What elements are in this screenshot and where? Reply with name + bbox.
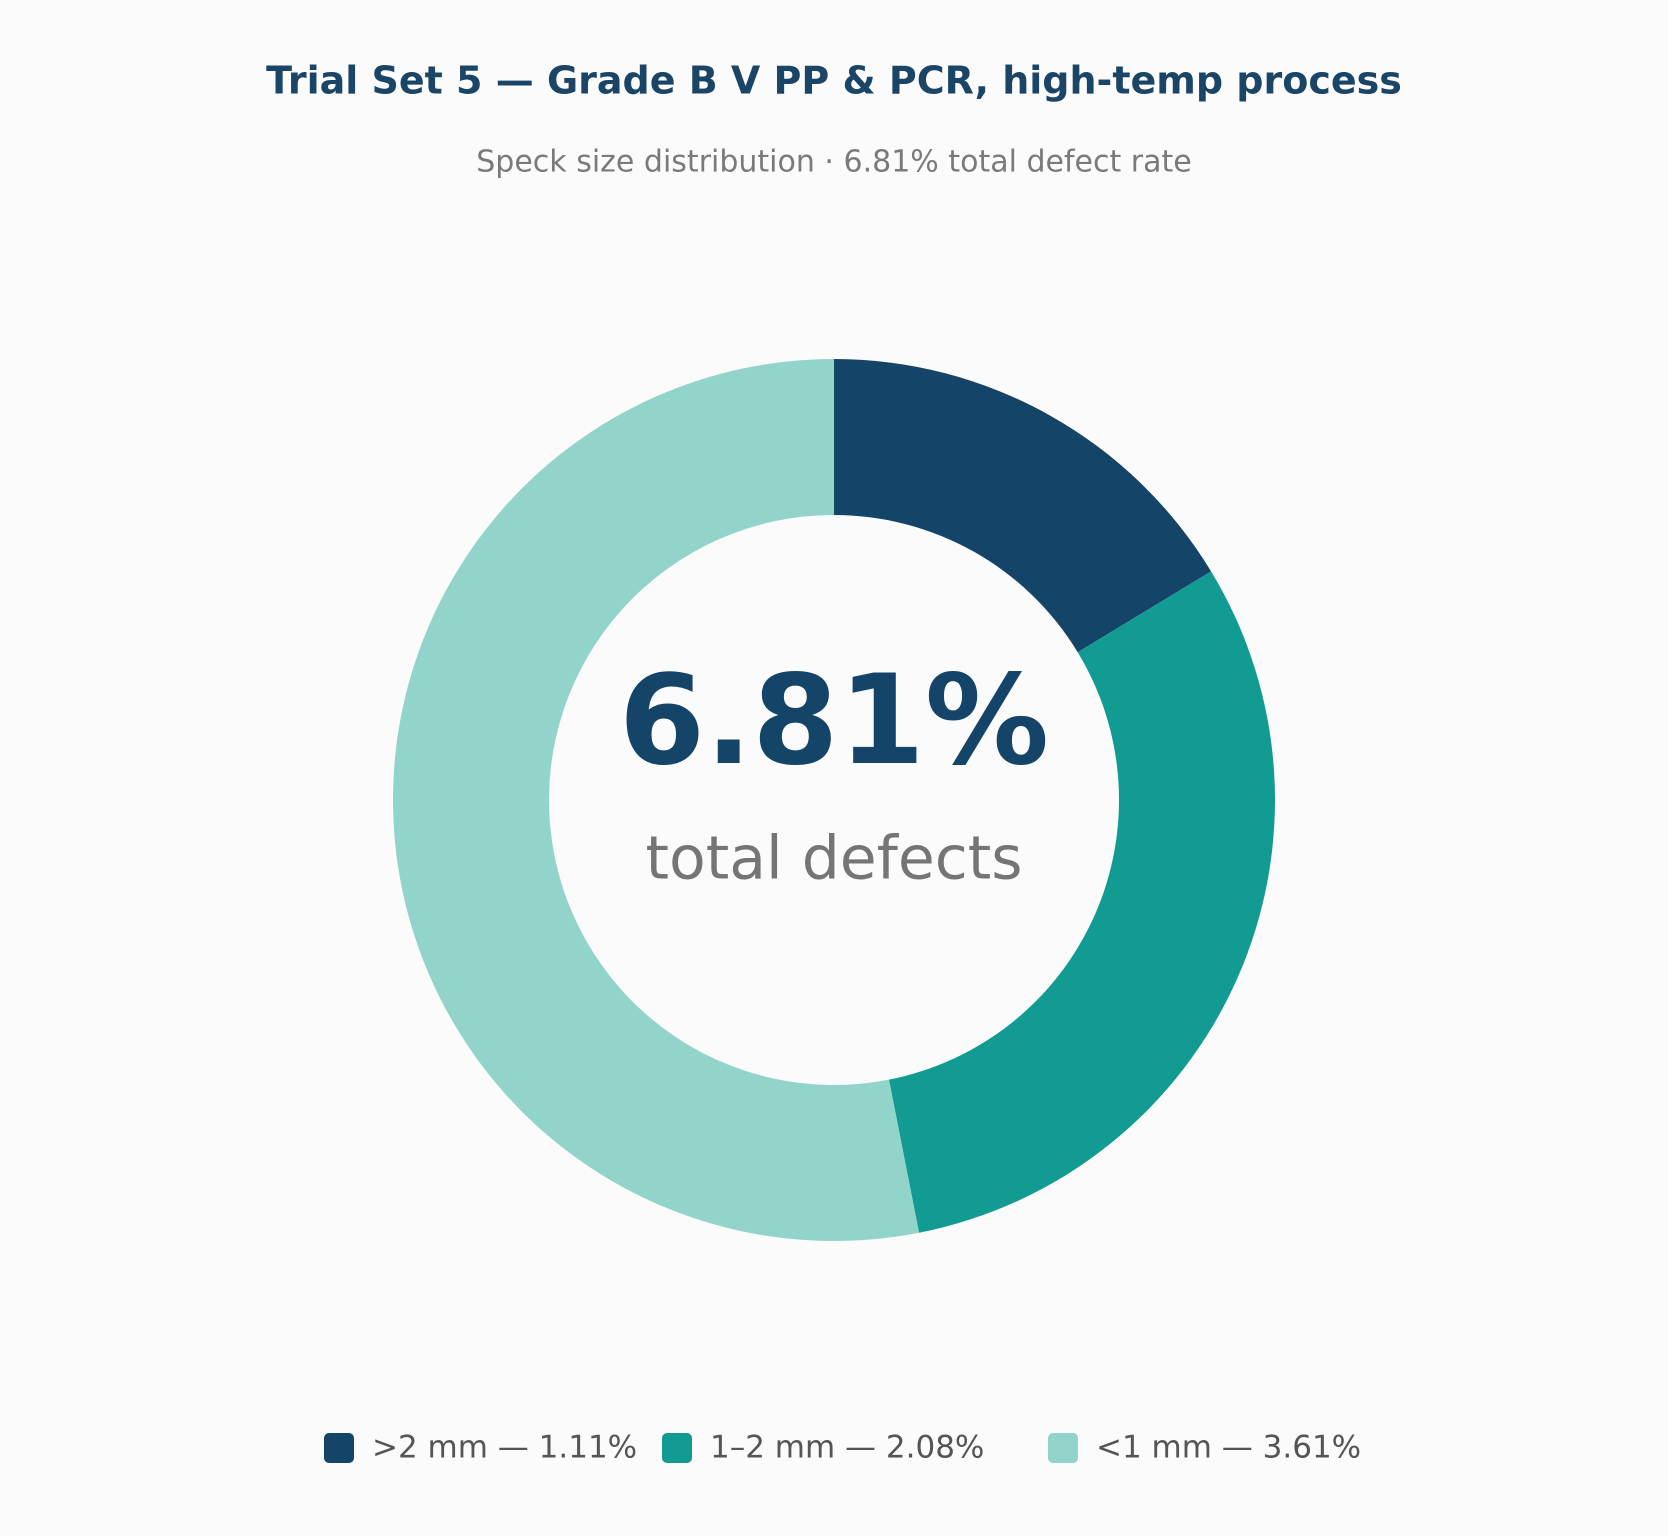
donut-slice <box>888 571 1275 1233</box>
center-caption: total defects <box>645 824 1022 894</box>
legend-swatch <box>662 1433 692 1463</box>
donut-slice <box>392 359 920 1241</box>
chart-subtitle: Speck size distribution · 6.81% total de… <box>476 145 1191 180</box>
legend-label: <1 mm — 3.61% <box>1096 1430 1361 1466</box>
center-value: 6.81% <box>619 649 1049 793</box>
chart-title: Trial Set 5 — Grade B V PP & PCR, high-t… <box>266 59 1402 103</box>
legend-label: 1–2 mm — 2.08% <box>710 1430 984 1466</box>
donut-slice <box>834 359 1212 653</box>
legend-label: >2 mm — 1.11% <box>372 1430 637 1466</box>
legend-swatch <box>324 1433 354 1463</box>
legend-swatch <box>1048 1433 1078 1463</box>
